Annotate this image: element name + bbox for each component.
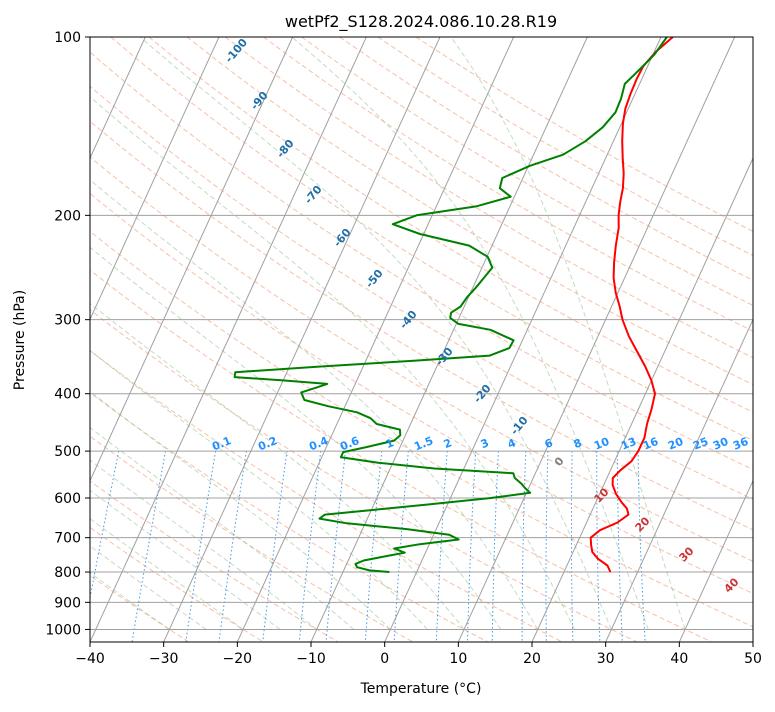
y-tick-label: 600 (54, 491, 81, 507)
y-tick-label: 300 (54, 313, 81, 329)
y-tick-label: 1000 (45, 622, 81, 638)
y-tick-label: 800 (54, 565, 81, 581)
y-axis-label: Pressure (hPa) (12, 290, 28, 390)
x-axis-label: Temperature (°C) (360, 681, 482, 697)
y-tick-label: 400 (54, 387, 81, 403)
chart-title: wetPf2_S128.2024.086.10.28.R19 (285, 12, 557, 32)
x-tick-label: 50 (744, 651, 762, 667)
plot-background (90, 37, 753, 642)
x-tick-label: 0 (380, 651, 389, 667)
x-tick-label: 30 (597, 651, 615, 667)
y-tick-label: 700 (54, 531, 81, 547)
x-tick-label: −30 (149, 651, 179, 667)
x-tick-label: 40 (670, 651, 688, 667)
y-tick-label: 900 (54, 595, 81, 611)
y-tick-label: 500 (54, 444, 81, 460)
x-tick-label: −10 (296, 651, 326, 667)
isotherm-line (753, 37, 775, 642)
x-tick-label: 20 (523, 651, 541, 667)
isotherm-line (0, 37, 72, 642)
y-tick-label: 100 (54, 30, 81, 46)
x-tick-label: −40 (75, 651, 105, 667)
x-tick-label: 10 (449, 651, 467, 667)
x-tick-label: −20 (223, 651, 253, 667)
y-tick-label: 200 (54, 208, 81, 224)
